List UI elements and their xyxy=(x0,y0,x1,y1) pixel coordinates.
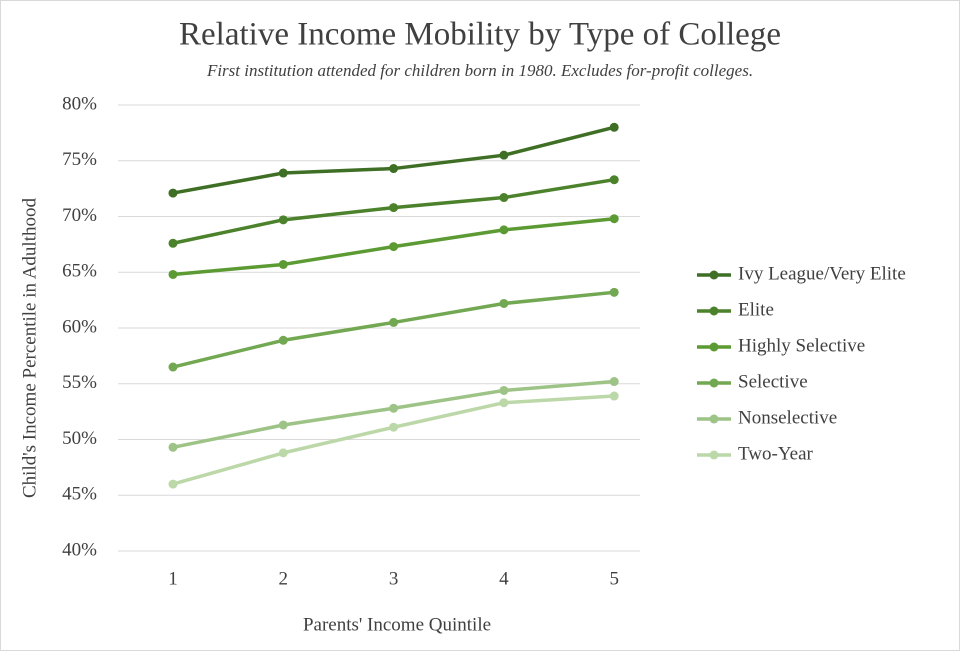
y-tick-label: 45% xyxy=(62,484,97,505)
data-point xyxy=(278,448,288,458)
data-point xyxy=(168,269,178,279)
y-tick-label: 80% xyxy=(62,93,97,114)
legend-marker xyxy=(709,450,719,460)
data-point xyxy=(278,259,288,269)
data-point xyxy=(278,420,288,430)
data-point xyxy=(389,422,399,432)
legend-marker xyxy=(709,378,719,388)
y-tick-label: 55% xyxy=(62,372,97,393)
x-tick-label: 4 xyxy=(499,568,509,589)
data-point xyxy=(499,385,509,395)
chart-title: Relative Income Mobility by Type of Coll… xyxy=(179,17,781,53)
x-axis-label: Parents' Income Quintile xyxy=(303,614,491,635)
legend-label: Ivy League/Very Elite xyxy=(738,263,906,284)
data-point xyxy=(609,377,619,387)
y-tick-label: 60% xyxy=(62,316,97,337)
y-tick-label: 70% xyxy=(62,205,97,226)
x-tick-label: 3 xyxy=(389,568,399,589)
x-tick-label: 2 xyxy=(279,568,289,589)
data-point xyxy=(389,242,399,252)
data-point xyxy=(499,398,509,408)
y-tick-label: 40% xyxy=(62,539,97,560)
legend-label: Elite xyxy=(738,299,774,320)
legend-label: Nonselective xyxy=(738,407,837,428)
data-point xyxy=(168,238,178,248)
chart-subtitle: First institution attended for children … xyxy=(206,61,753,80)
legend-marker xyxy=(709,414,719,424)
data-point xyxy=(389,403,399,413)
data-point xyxy=(609,391,619,401)
data-point xyxy=(499,150,509,160)
data-point xyxy=(499,225,509,235)
y-tick-label: 65% xyxy=(62,261,97,282)
data-point xyxy=(389,164,399,174)
y-axis-label: Child's Income Percentile in Adulthood xyxy=(19,198,40,498)
data-point xyxy=(609,175,619,185)
y-tick-label: 75% xyxy=(62,149,97,170)
data-point xyxy=(609,287,619,297)
legend-marker xyxy=(709,342,719,352)
data-point xyxy=(168,188,178,198)
data-point xyxy=(389,317,399,327)
data-point xyxy=(499,298,509,308)
data-point xyxy=(389,203,399,213)
data-point xyxy=(278,335,288,345)
legend-label: Selective xyxy=(738,371,808,392)
data-point xyxy=(609,214,619,224)
data-point xyxy=(168,362,178,372)
data-point xyxy=(499,193,509,203)
legend-marker xyxy=(709,306,719,316)
legend-label: Highly Selective xyxy=(738,335,865,356)
data-point xyxy=(168,479,178,489)
legend-marker xyxy=(709,270,719,280)
data-point xyxy=(278,215,288,225)
x-tick-label: 1 xyxy=(168,568,178,589)
data-point xyxy=(609,122,619,132)
y-tick-label: 50% xyxy=(62,428,97,449)
data-point xyxy=(278,168,288,178)
legend-label: Two-Year xyxy=(738,443,814,464)
data-point xyxy=(168,442,178,452)
x-tick-label: 5 xyxy=(609,568,619,589)
